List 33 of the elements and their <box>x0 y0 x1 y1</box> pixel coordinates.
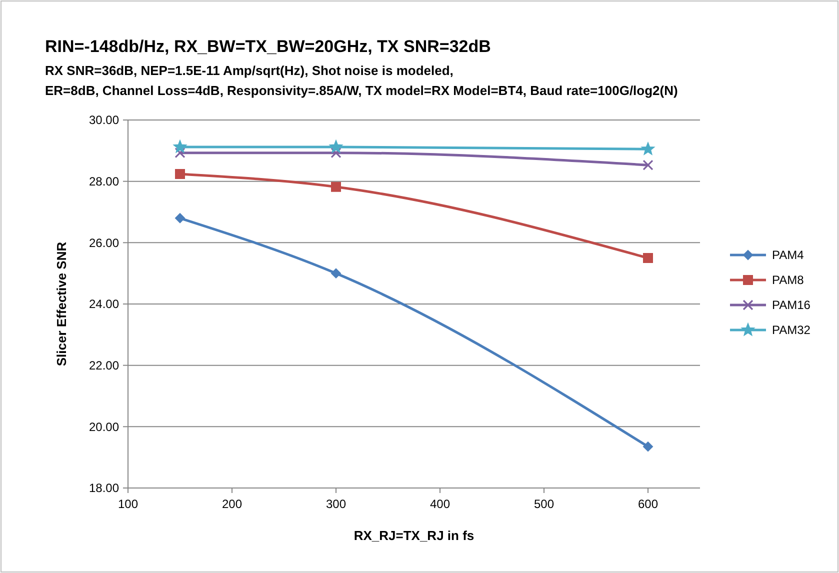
y-tick-label: 22.00 <box>88 358 120 373</box>
x-axis-title: RX_RJ=TX_RJ in fs <box>354 528 474 543</box>
x-tick-label: 300 <box>326 497 346 511</box>
chart-title: RIN=-148db/Hz, RX_BW=TX_BW=20GHz, TX SNR=32dB <box>45 37 491 56</box>
point <box>331 182 341 192</box>
legend-label: PAM16 <box>772 298 811 312</box>
point <box>174 140 186 153</box>
point <box>642 142 654 155</box>
point <box>174 148 186 158</box>
point <box>642 160 654 170</box>
legend-label: PAM32 <box>772 323 811 338</box>
y-tick-label: 28.00 <box>88 174 120 189</box>
y-tick-label: 30.00 <box>88 113 120 128</box>
y-tick-label: 24.00 <box>88 297 120 312</box>
x-tick-label: 100 <box>118 497 138 511</box>
point <box>643 442 653 452</box>
point <box>331 268 341 278</box>
point <box>330 140 342 153</box>
x-tick-label: 600 <box>638 497 658 511</box>
legend-label: PAM8 <box>772 273 804 288</box>
x-tick-label: 400 <box>430 497 450 511</box>
point <box>330 148 342 158</box>
y-tick-label: 20.00 <box>88 420 120 434</box>
point <box>175 213 185 224</box>
point <box>175 168 185 179</box>
y-tick-label: 26.00 <box>88 236 120 250</box>
point <box>643 253 653 263</box>
x-tick-label: 200 <box>222 497 242 511</box>
y-tick-label: 18.00 <box>88 481 120 496</box>
chart-subtitle: RX SNR=36dB, NEP=1.5E-11 Amp/sqrt(Hz), Shot noise is modeled, ER=8dB, Channel Loss=4dB, Responsivity=.85A/W, TX model=RX Model=BT4, Baud rate=100G/log2(N) <box>45 63 678 98</box>
y-axis-title: Slicer Effective SNR <box>54 241 69 366</box>
x-tick-label: 500 <box>534 497 554 511</box>
legend-label: PAM4 <box>772 248 804 262</box>
